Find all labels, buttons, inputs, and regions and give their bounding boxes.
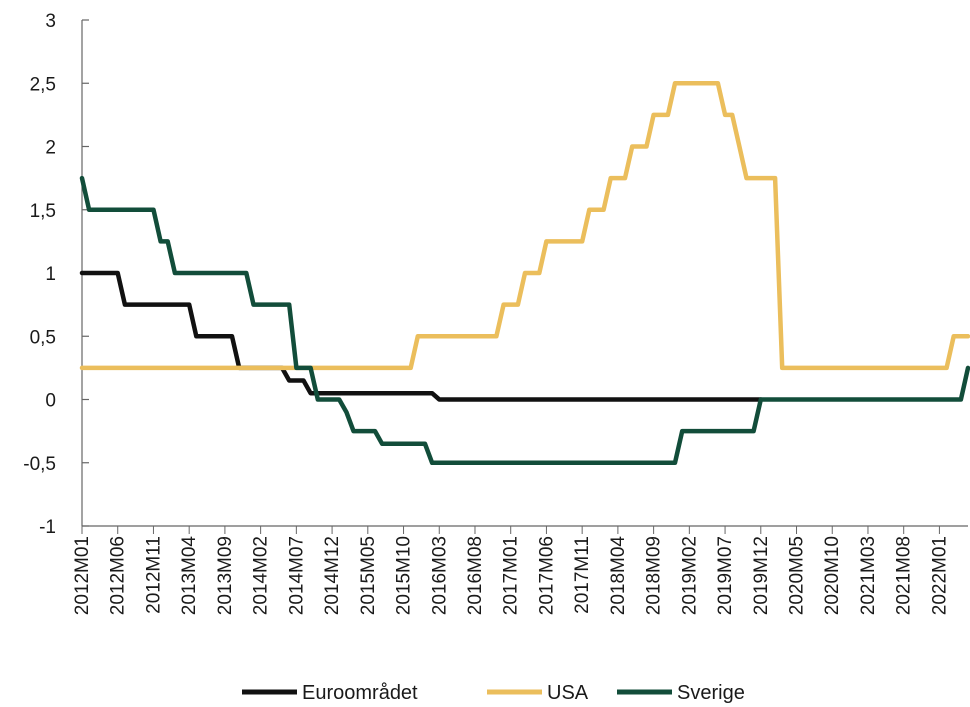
legend-label: Euroområdet bbox=[302, 682, 418, 704]
x-tick-label: 2019M12 bbox=[751, 536, 772, 615]
x-tick-label: 2017M01 bbox=[501, 536, 522, 615]
x-tick-label: 2013M04 bbox=[179, 536, 200, 616]
x-axis: 2012M01 2012M06 2012M11 2013M04 2013M09 2014M… bbox=[72, 525, 968, 616]
x-tick-label: 2015M05 bbox=[358, 536, 379, 615]
x-tick-label: 2012M01 bbox=[72, 536, 93, 615]
y-tick-label: 3 bbox=[45, 11, 56, 32]
x-tick-label: 2014M02 bbox=[251, 536, 272, 615]
x-tick-label: 2015M10 bbox=[394, 536, 415, 615]
y-tick-label: 0 bbox=[45, 391, 56, 412]
x-tick-label: 2019M02 bbox=[679, 536, 700, 615]
y-tick-label: 2,5 bbox=[30, 74, 56, 95]
x-tick-label: 2018M04 bbox=[608, 536, 629, 616]
x-tick-label: 2021M08 bbox=[894, 536, 915, 615]
x-tick-label: 2019M07 bbox=[715, 536, 736, 615]
y-tick-label: -1 bbox=[39, 517, 56, 538]
x-tick-label: 2014M07 bbox=[286, 536, 307, 615]
x-tick-label: 2013M09 bbox=[215, 536, 236, 615]
legend: Euroområdet USA Sverige bbox=[242, 682, 745, 704]
y-tick-label: 0,5 bbox=[30, 327, 56, 348]
x-tick-label: 2017M11 bbox=[572, 536, 593, 614]
x-tick-label: 2021M03 bbox=[858, 536, 879, 615]
y-tick-label: -0,5 bbox=[23, 454, 56, 475]
x-tick-label: 2020M05 bbox=[787, 536, 808, 615]
x-tick-label: 2016M03 bbox=[429, 536, 450, 615]
x-tick-label: 2012M06 bbox=[108, 536, 129, 615]
series-line-2 bbox=[79, 81, 970, 371]
x-tick-label: 2012M11 bbox=[143, 536, 164, 614]
x-tick-label: 2016M08 bbox=[465, 536, 486, 615]
legend-label: USA bbox=[547, 682, 589, 704]
x-tick-label: 2020M10 bbox=[822, 536, 843, 615]
y-axis: -1 -0,5 0 0,5 1 1,5 2 2,5 3 bbox=[23, 11, 89, 538]
x-tick-label: 2017M06 bbox=[536, 536, 557, 615]
y-tick-label: 2 bbox=[45, 138, 56, 159]
y-tick-label: 1 bbox=[45, 264, 56, 285]
legend-label: Sverige bbox=[677, 682, 745, 704]
series-line-3 bbox=[79, 175, 970, 466]
series-layer bbox=[79, 81, 970, 466]
x-tick-label: 2014M12 bbox=[322, 536, 343, 615]
x-tick-label: 2018M09 bbox=[644, 536, 665, 615]
x-tick-label: 2022M01 bbox=[929, 536, 950, 615]
y-tick-label: 1,5 bbox=[30, 201, 56, 222]
